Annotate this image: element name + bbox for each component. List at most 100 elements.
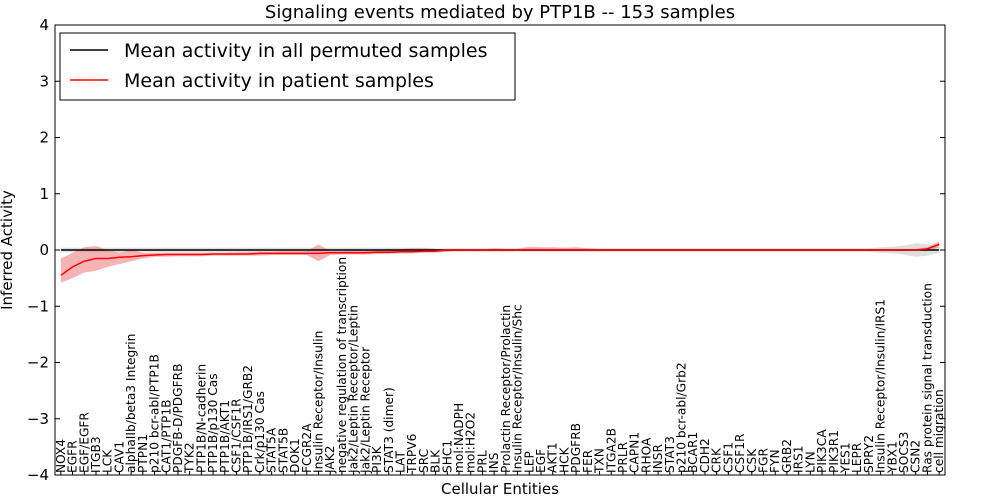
x-category-label: PRL	[475, 450, 489, 473]
confidence-bands	[60, 241, 940, 283]
plot-frame	[54, 24, 946, 476]
x-category-label: PTP1B/N-cadherin	[194, 364, 208, 473]
x-category-label: PTPN1	[136, 434, 150, 473]
x-category-label: PRLR	[616, 441, 630, 473]
x-category-label: CSN2	[909, 440, 923, 473]
y-tick-label: −4	[27, 466, 49, 484]
x-category-label: CDH2	[698, 438, 712, 473]
x-category-label: cell migration	[932, 389, 946, 473]
x-axis-label: Cellular Entities	[441, 480, 559, 498]
y-tick-label: 1	[39, 185, 49, 203]
x-category-label: PIK3CA	[815, 429, 829, 473]
x-category-label: GRB2	[780, 439, 794, 473]
x-axis-category-labels: NOX4EGFREGF/EGFRITGB3LCKCAV1alphaIIb/bet…	[54, 257, 946, 475]
x-category-label: PDGFB-D/PDGFRB	[171, 364, 185, 473]
x-category-label: p210 bcr-abl/Grb2	[675, 362, 689, 473]
x-category-label: Crk/p130 Cas	[253, 391, 267, 473]
x-category-label: CAT1/PTP1B	[159, 400, 173, 473]
y-tick-label: −1	[27, 297, 49, 315]
x-category-label: STAT3	[663, 436, 677, 473]
legend-box	[59, 32, 516, 101]
x-category-label: EGFR	[66, 440, 80, 473]
x-category-label: negative regulation of transcription	[335, 257, 349, 473]
x-category-label: TXN	[593, 448, 607, 474]
x-category-label: CAPN1	[628, 432, 642, 473]
x-category-label: PTP1B/p130 Cas	[206, 373, 220, 473]
x-category-label: STAT5B	[276, 428, 290, 473]
x-category-label: LEPR	[850, 442, 864, 473]
x-category-label: INS	[487, 452, 501, 473]
x-category-label: INSR	[651, 444, 665, 473]
x-category-label: PIK3R1	[827, 430, 841, 473]
x-category-label: CSF1	[721, 442, 735, 473]
x-category-label: EGF	[534, 449, 548, 473]
y-tick-label: 4	[39, 16, 49, 34]
y-tick-label: 0	[39, 241, 49, 259]
chart-title: Signaling events mediated by PTP1B -- 15…	[265, 2, 735, 23]
x-category-label: FER	[581, 449, 595, 473]
x-category-label: PTP1B/AKT1	[218, 400, 232, 473]
x-category-label: YES1	[838, 442, 852, 474]
x-category-label: p210 bcr-abl/PTP1B	[148, 354, 162, 473]
x-category-label: mol:H2O2	[464, 412, 478, 473]
x-category-label: DOK1	[288, 438, 302, 473]
x-category-label: JAK2	[323, 446, 337, 474]
x-category-label: BLK	[429, 449, 443, 473]
x-category-label: HCK	[557, 446, 571, 473]
patient-band	[60, 241, 940, 283]
x-category-label: STAT3 (dimer)	[382, 387, 396, 473]
x-category-label: LAT	[393, 451, 407, 473]
x-category-label: BCAR1	[686, 432, 700, 473]
x-category-label: EGF/EGFR	[77, 412, 91, 473]
y-tick-label: 3	[39, 72, 49, 90]
x-category-label: FYN	[768, 449, 782, 473]
x-category-label: PI3K	[370, 445, 384, 473]
series-lines	[60, 243, 940, 276]
series-line-patient	[60, 243, 940, 276]
x-category-label: PTP1B/IRS1/GRB2	[241, 365, 255, 473]
x-category-label: LEP	[522, 451, 536, 473]
x-category-label: CSF1R	[733, 433, 747, 473]
x-category-label: ITGB3	[89, 436, 103, 473]
x-category-label: Ras protein signal transduction	[920, 283, 934, 473]
x-category-label: Insulin Receptor/Insulin/IRS1	[874, 299, 888, 473]
x-category-label: FCGR2A	[300, 423, 314, 473]
y-axis-label: Inferred Activity	[0, 190, 16, 310]
x-category-label: Jak2/Leptin Receptor/Leptin	[347, 305, 361, 474]
x-category-label: YBX1	[885, 441, 899, 474]
x-category-label: Prolactin Receptor/Prolactin	[499, 305, 513, 473]
x-category-label: ITGA2B	[604, 428, 618, 473]
y-tick-label: −2	[27, 354, 49, 372]
x-category-label: SPRY2	[862, 435, 876, 473]
x-category-label: PDGFRB	[569, 423, 583, 473]
x-category-label: CSF1/CSF1R	[230, 398, 244, 473]
x-category-label: CSK	[745, 448, 759, 473]
x-category-label: CAV1	[112, 441, 126, 473]
x-category-label: CRK	[710, 447, 724, 473]
x-category-label: SHC1	[440, 440, 454, 473]
y-axis-ticks: −4 −3 −2 −1 0 1 2 3 4	[27, 16, 945, 484]
legend: Mean activity in all permuted samples Me…	[59, 32, 516, 101]
x-category-label: SOCS3	[897, 432, 911, 473]
x-category-label: FGR	[756, 448, 770, 473]
x-category-label: RHOA	[639, 437, 653, 473]
x-category-label: TRPV6	[405, 434, 419, 474]
legend-label-patient: Mean activity in patient samples	[124, 70, 434, 92]
x-category-label: LCK	[101, 449, 115, 473]
x-category-label: NOX4	[54, 439, 68, 473]
x-category-label: Insulin Receptor/Insulin/Shc	[511, 304, 525, 473]
x-category-label: IRS1	[792, 445, 806, 473]
x-category-label: alphaIIb/beta3 Integrin	[124, 334, 138, 473]
x-category-label: AKT1	[546, 442, 560, 473]
y-tick-label: 2	[39, 129, 49, 147]
x-category-label: TYK2	[183, 442, 197, 474]
y-tick-label: −3	[27, 410, 49, 428]
x-category-label: STAT5A	[265, 427, 279, 473]
legend-label-permuted: Mean activity in all permuted samples	[124, 40, 487, 62]
x-category-label: Jak2/Leptin Receptor	[358, 346, 372, 474]
x-category-label: SRC	[417, 449, 431, 473]
x-category-label: mol:NADPH	[452, 403, 466, 473]
x-category-label: Insulin Receptor/Insulin	[311, 331, 325, 473]
x-category-label: LYN	[803, 451, 817, 473]
